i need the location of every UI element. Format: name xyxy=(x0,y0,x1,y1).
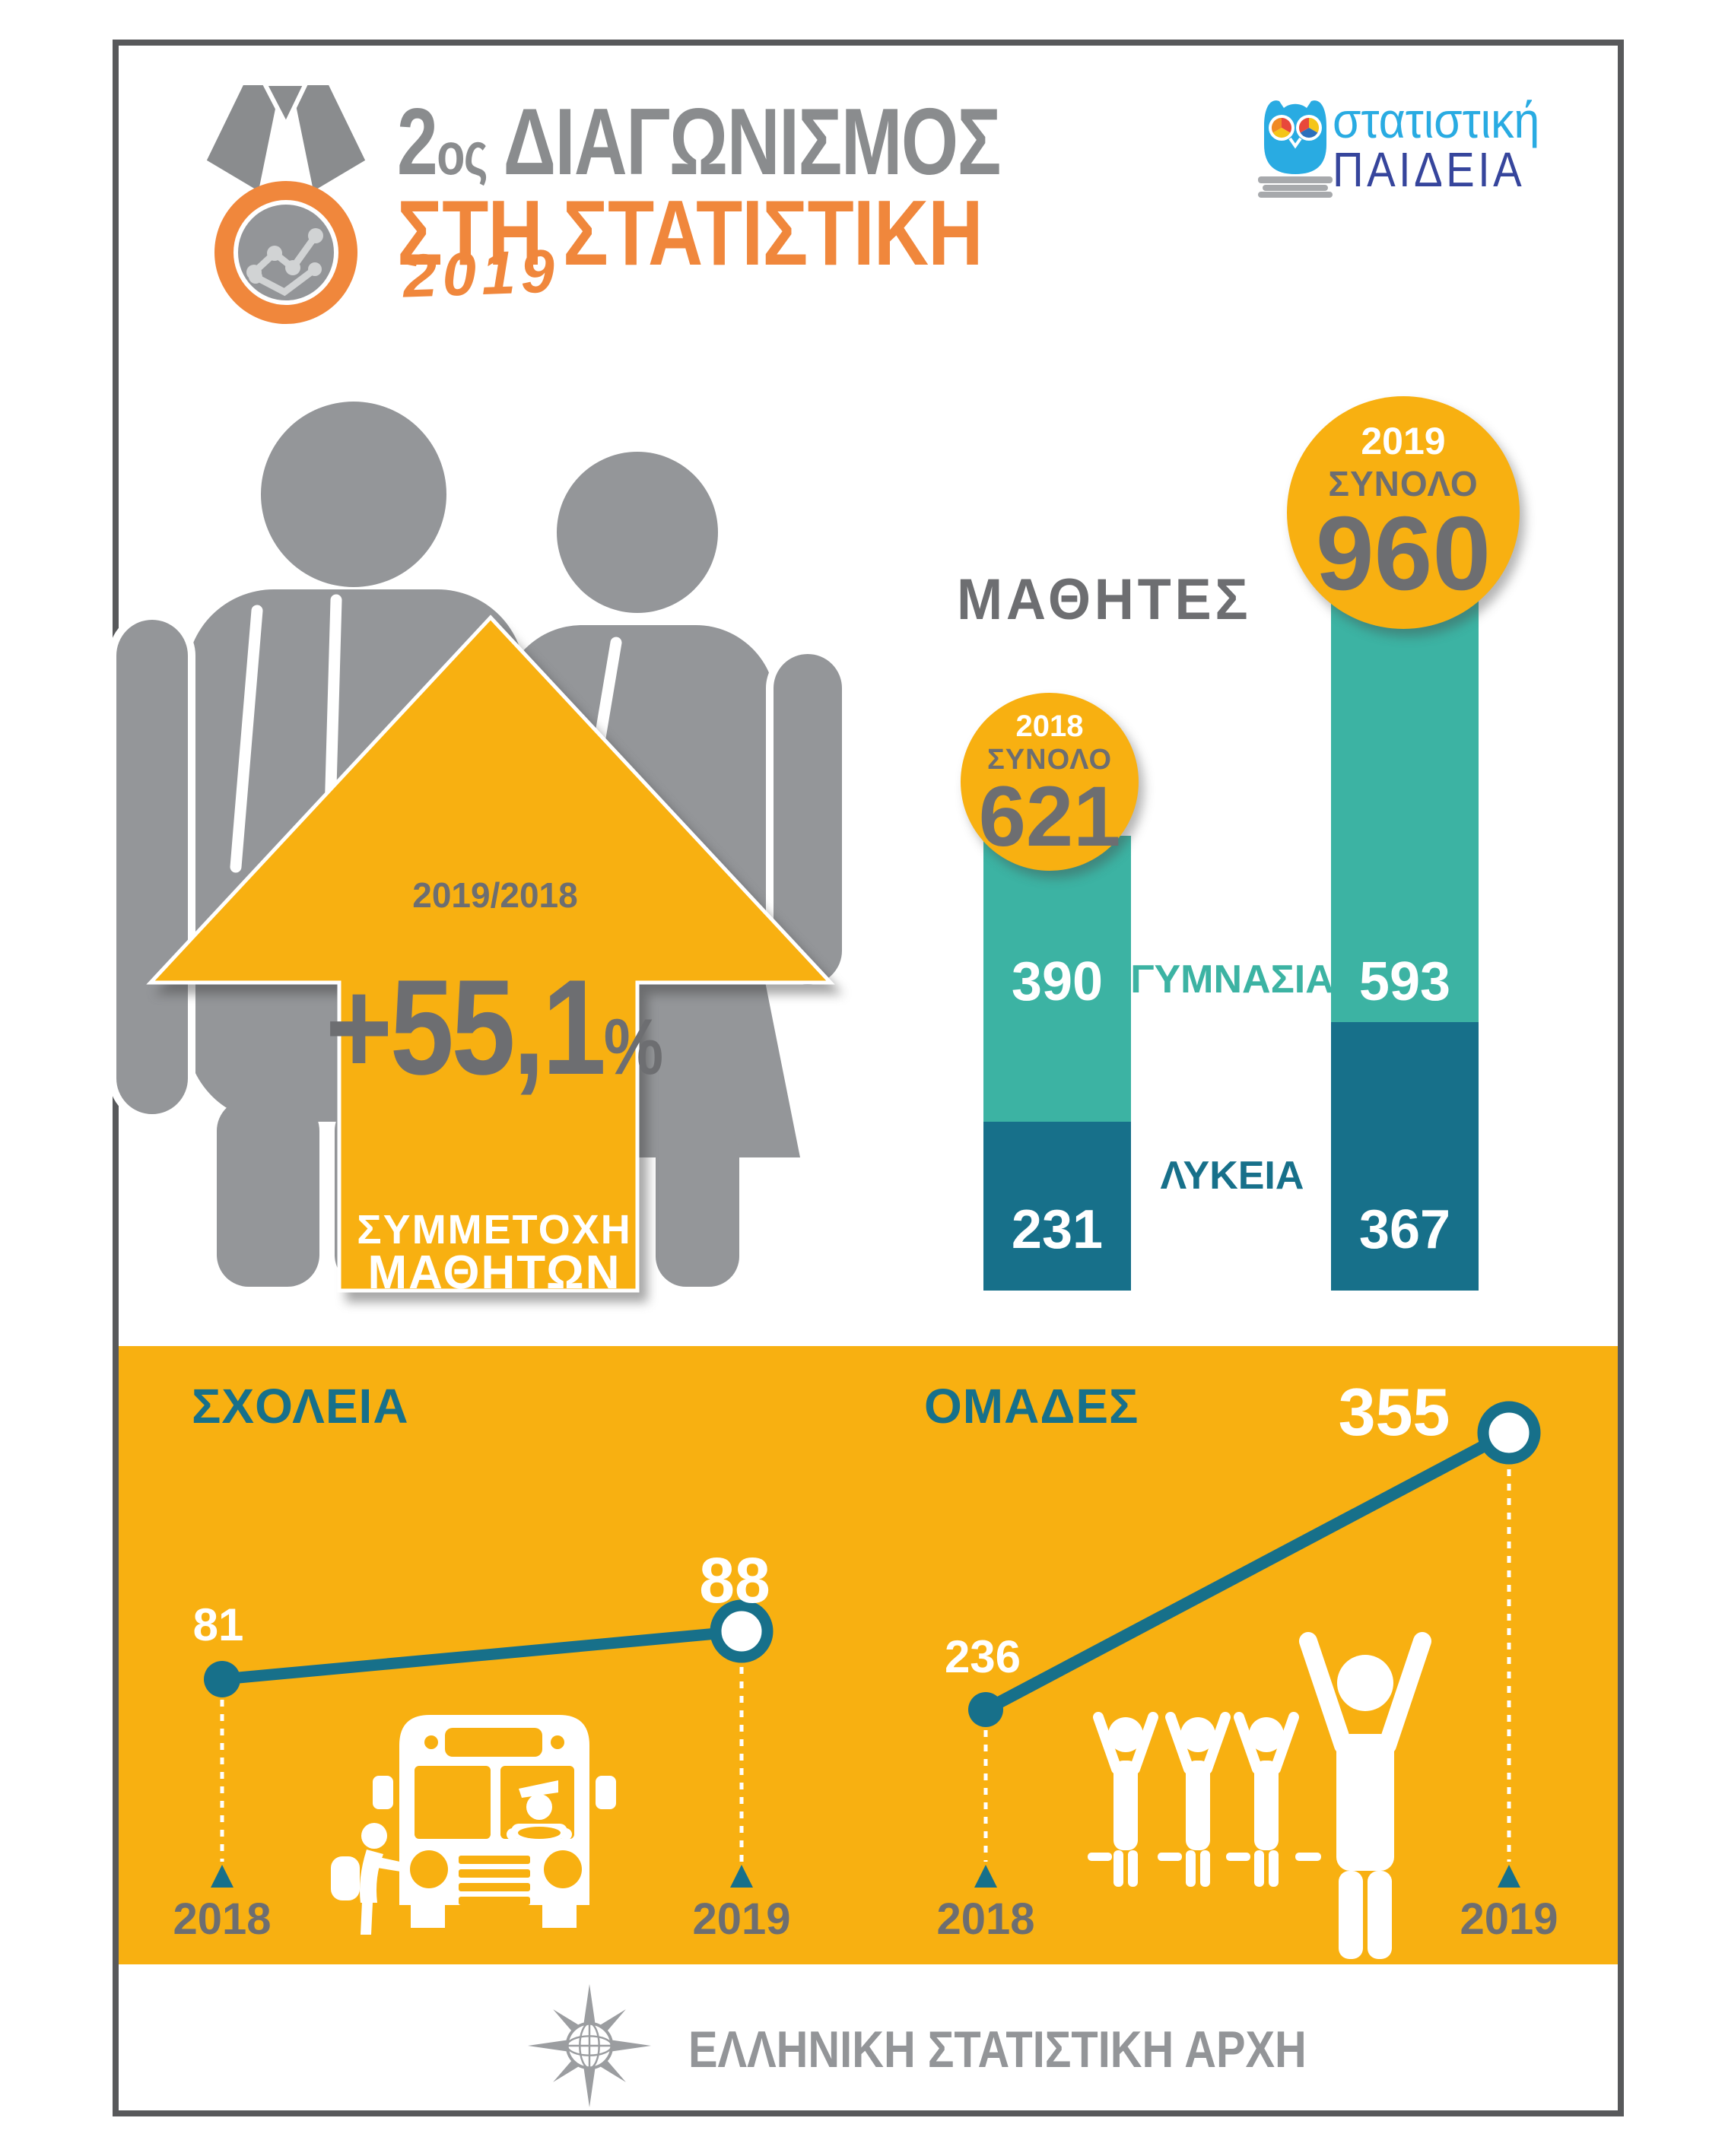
participation-ratio-label: 2019/2018 xyxy=(412,875,578,915)
total-badge-2019: 2019 ΣΥΝΟΛΟ 960 xyxy=(1287,396,1520,629)
badge-year: 2018 xyxy=(1015,710,1084,743)
schools-2018-point xyxy=(204,1661,240,1697)
schools-2018-year: 2018 xyxy=(173,1894,272,1944)
students-heading: ΜΑΘΗΤΕΣ xyxy=(957,567,1252,632)
title-word: ΔΙΑΓΩΝΙΣΜΟΣ xyxy=(503,90,1002,195)
students-bar-2019 xyxy=(1331,588,1479,1291)
schools-line-chart xyxy=(204,1599,774,1888)
small-figure-3 xyxy=(1234,1712,1299,1887)
badge-total-label: ΣΥΝΟΛΟ xyxy=(986,744,1112,776)
value-2018-lykeia: 231 xyxy=(1011,1199,1104,1260)
participation-caption-line1: ΣΥΜΜΕΤΟΧΗ xyxy=(357,1207,632,1253)
footer-org-name: ΕΛΛΗΝΙΚΗ ΣΤΑΤΙΣΤΙΚΗ ΑΡΧΗ xyxy=(688,2021,1307,2078)
badge-year: 2019 xyxy=(1361,420,1446,462)
teams-line-chart xyxy=(968,1401,1541,1888)
participation-change-value: +55,1 % xyxy=(297,949,692,1105)
teams-2019-value: 355 xyxy=(1338,1374,1450,1450)
value-2019-gymnasia: 593 xyxy=(1358,951,1451,1012)
schools-2019-value: 88 xyxy=(699,1545,770,1616)
legend-gymnasia: ΓΥΜΝΑΣΙΑ xyxy=(1130,957,1334,1002)
bar-2018-gymnasia-segment xyxy=(983,836,1131,1122)
books xyxy=(1258,176,1333,198)
participation-caption-line2: ΜΑΘΗΤΩΝ xyxy=(367,1246,621,1299)
large-figure xyxy=(1299,1632,1431,1959)
small-figure-2 xyxy=(1165,1712,1231,1887)
page-title-line2: ΣΤΗ ΣΤΑΤΙΣΤΙΚΗ xyxy=(397,181,983,284)
badge-total-label: ΣΥΝΟΛΟ xyxy=(1328,464,1479,503)
bar-2019-lykeia-segment xyxy=(1331,1022,1479,1291)
value-2019-lykeia: 367 xyxy=(1358,1199,1451,1260)
total-badge-2018: 2018 ΣΥΝΟΛΟ 621 xyxy=(961,693,1139,871)
schools-2018-marker xyxy=(211,1865,233,1888)
teams-2019-marker xyxy=(1498,1865,1520,1888)
teams-2018-value: 236 xyxy=(944,1631,1021,1682)
percent-sign: % xyxy=(603,1003,664,1091)
legend-lykeia: ΛΥΚΕΙΑ xyxy=(1160,1154,1304,1198)
teams-2019-year: 2019 xyxy=(1460,1894,1558,1944)
teams-2018-point xyxy=(968,1692,1003,1727)
schools-heading: ΣΧΟΛΕΙΑ xyxy=(192,1379,409,1434)
percent-value: +55,1 xyxy=(325,951,606,1103)
students-bar-2018 xyxy=(983,836,1131,1291)
brand-name-line2: ΠΑΙΔΕΙΑ xyxy=(1333,142,1526,197)
teams-2018-year: 2018 xyxy=(936,1894,1035,1944)
celebrating-people-icon xyxy=(1088,1632,1431,1959)
brand-name-line1: στατιστική xyxy=(1333,92,1540,148)
schools-2019-point xyxy=(710,1599,774,1663)
title-number-suffix: ος xyxy=(437,120,488,187)
small-figure-1 xyxy=(1093,1712,1158,1887)
title-year: 2019 xyxy=(402,237,561,310)
elstat-compass-logo xyxy=(527,1983,652,2108)
title-number: 2 xyxy=(397,90,438,195)
teams-2018-marker xyxy=(974,1865,997,1888)
schools-2019-marker xyxy=(730,1865,753,1888)
badge-total-value: 960 xyxy=(1315,495,1492,612)
chart-dots xyxy=(246,228,323,284)
bar-2018-lykeia-segment xyxy=(983,1122,1131,1291)
badge-total-value: 621 xyxy=(978,769,1121,864)
child-figure xyxy=(331,1823,407,1935)
value-2018-gymnasia: 390 xyxy=(1011,951,1104,1012)
owl-on-books-icon xyxy=(1258,100,1333,198)
bar-2019-gymnasia-segment xyxy=(1331,588,1479,1022)
schools-2019-year: 2019 xyxy=(692,1894,791,1944)
school-bus-icon xyxy=(331,1715,616,1935)
growth-arrow-up-icon xyxy=(146,614,835,1293)
teams-heading: ΟΜΑΔΕΣ xyxy=(924,1379,1139,1434)
page-title-line1: 2ος ΔΙΑΓΩΝΙΣΜΟΣ xyxy=(397,88,1002,196)
teams-2019-point xyxy=(1477,1401,1541,1465)
medal-icon xyxy=(201,81,371,324)
schools-2018-value: 81 xyxy=(192,1599,244,1650)
